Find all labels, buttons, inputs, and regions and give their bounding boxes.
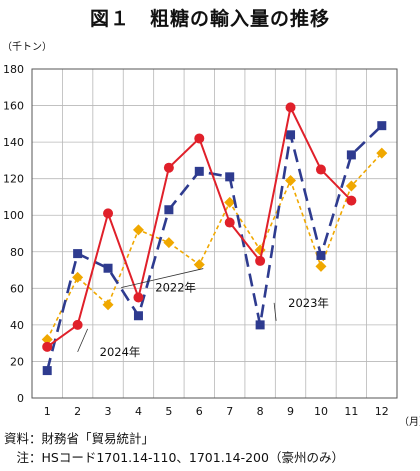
data-point xyxy=(285,102,296,113)
data-point xyxy=(225,172,235,182)
y-tick-label: 160 xyxy=(3,100,24,113)
annotation-leader xyxy=(77,328,88,353)
data-point xyxy=(285,174,297,186)
x-tick-label: 12 xyxy=(375,405,389,418)
annotation-leader xyxy=(273,302,277,321)
x-tick-label: 6 xyxy=(196,405,203,418)
y-tick-label: 120 xyxy=(3,173,24,186)
y-tick-label: 80 xyxy=(10,246,24,259)
x-tick-label: 1 xyxy=(44,405,51,418)
data-point xyxy=(42,366,52,376)
y-tick-label: 0 xyxy=(17,392,24,405)
data-point xyxy=(163,237,175,249)
series-annotation: 2024年 xyxy=(100,345,141,359)
data-point xyxy=(72,271,84,283)
y-tick-label: 60 xyxy=(10,282,24,295)
data-point xyxy=(73,249,83,259)
series-line xyxy=(46,152,383,340)
source-notes: 資料：財務省「貿易統計」 注：HSコード1701.14-110、1701.14-… xyxy=(4,429,344,467)
data-point xyxy=(103,208,114,219)
data-point xyxy=(193,259,205,271)
data-point xyxy=(194,133,205,144)
x-tick-label: 11 xyxy=(344,405,358,418)
x-tick-label: 2 xyxy=(74,405,81,418)
data-point xyxy=(224,196,236,208)
chart-title: 図１ 粗糖の輸入量の推移 xyxy=(89,8,330,30)
x-tick-label: 10 xyxy=(314,405,328,418)
data-point xyxy=(376,147,388,159)
x-tick-label: 4 xyxy=(135,405,142,418)
y-tick-label: 180 xyxy=(3,63,24,76)
data-point xyxy=(102,299,114,311)
series-line xyxy=(45,124,383,371)
data-point xyxy=(346,195,357,206)
data-point xyxy=(224,217,235,228)
x-tick-label: 9 xyxy=(287,405,294,418)
data-point xyxy=(346,150,356,160)
data-point xyxy=(163,162,174,173)
plot-frame xyxy=(31,68,398,399)
data-point xyxy=(133,292,144,303)
x-tick-label: 5 xyxy=(165,405,172,418)
series-annotation: 2023年 xyxy=(288,296,329,310)
series-annotation: 2022年 xyxy=(155,281,196,295)
x-tick-label: 3 xyxy=(105,405,112,418)
data-point xyxy=(103,263,113,273)
x-tick-label: 7 xyxy=(226,405,233,418)
data-point xyxy=(286,130,296,140)
data-point xyxy=(72,319,83,330)
y-axis-unit: （千トン） xyxy=(2,42,52,53)
annotation-leader xyxy=(121,268,204,288)
x-axis-unit: （月） xyxy=(399,417,420,428)
data-point xyxy=(133,311,143,321)
note-line: 注：HSコード1701.14-110、1701.14-200（豪州のみ） xyxy=(4,450,344,465)
data-point xyxy=(255,255,266,266)
data-point xyxy=(42,341,53,352)
y-tick-label: 20 xyxy=(10,355,24,368)
y-tick-label: 100 xyxy=(3,209,24,222)
y-tick-label: 140 xyxy=(3,136,24,149)
y-tick-label: 40 xyxy=(10,319,24,332)
data-point xyxy=(41,334,53,346)
data-point xyxy=(377,121,387,131)
data-point xyxy=(315,260,327,272)
source-line: 資料：財務省「貿易統計」 xyxy=(4,431,155,446)
data-point xyxy=(194,166,204,176)
data-point xyxy=(255,320,265,330)
data-point xyxy=(132,224,144,236)
x-tick-label: 8 xyxy=(257,405,264,418)
data-point xyxy=(164,205,174,215)
data-point xyxy=(315,164,326,175)
data-point xyxy=(316,250,326,260)
data-point xyxy=(345,180,357,192)
